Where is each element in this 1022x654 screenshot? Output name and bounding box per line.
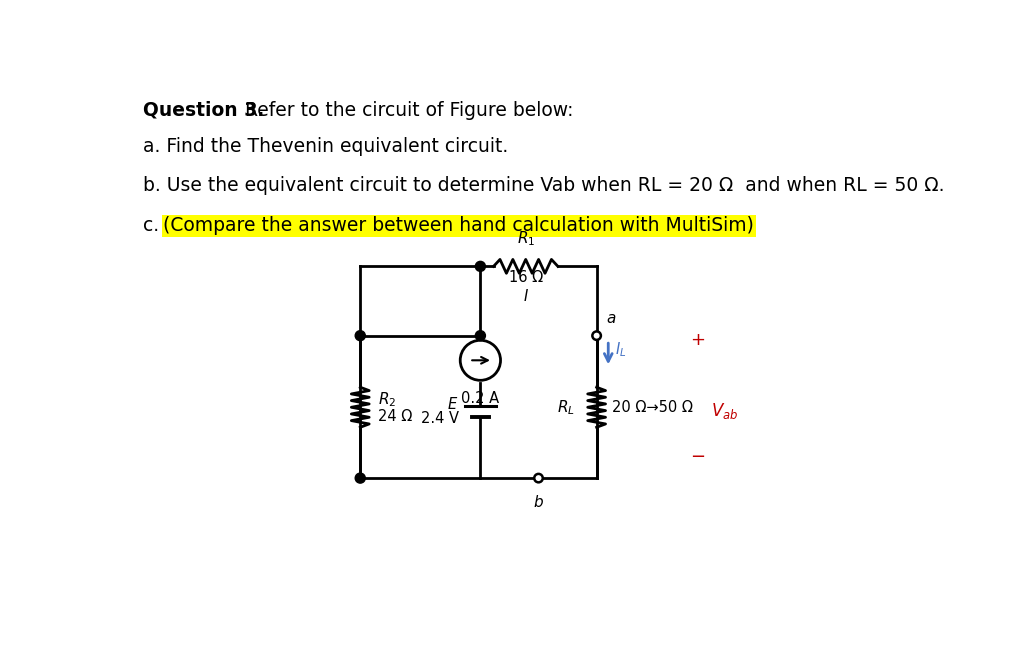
Text: $R_L$: $R_L$: [557, 398, 575, 417]
Text: $E$: $E$: [448, 396, 459, 412]
Circle shape: [593, 332, 601, 340]
Text: 24 Ω: 24 Ω: [378, 409, 412, 424]
Text: $R_1$: $R_1$: [516, 229, 535, 248]
Text: 20 Ω→50 Ω: 20 Ω→50 Ω: [612, 400, 693, 415]
Text: b. Use the equivalent circuit to determine Vab when RL = 20 Ω  and when RL = 50 : b. Use the equivalent circuit to determi…: [143, 175, 944, 194]
Text: Refer to the circuit of Figure below:: Refer to the circuit of Figure below:: [239, 101, 573, 120]
Text: 16 Ω: 16 Ω: [509, 270, 543, 285]
Text: c.: c.: [143, 216, 166, 235]
Circle shape: [356, 473, 365, 483]
Text: +: +: [690, 330, 705, 349]
Text: Question 3.: Question 3.: [143, 101, 265, 120]
Text: (Compare the answer between hand calculation with MultiSim): (Compare the answer between hand calcula…: [164, 216, 754, 235]
Circle shape: [475, 262, 485, 271]
Text: $b$: $b$: [533, 494, 544, 509]
Circle shape: [356, 331, 365, 341]
Text: $V_{ab}$: $V_{ab}$: [711, 401, 739, 421]
Circle shape: [535, 474, 543, 483]
Text: $I$: $I$: [522, 288, 528, 304]
Text: $I_L$: $I_L$: [615, 341, 626, 359]
Text: 0.2 A: 0.2 A: [461, 391, 500, 406]
Text: 2.4 V: 2.4 V: [421, 411, 459, 426]
Text: $-$: $-$: [690, 446, 705, 464]
Text: $a$: $a$: [606, 311, 616, 326]
Text: a. Find the Thevenin equivalent circuit.: a. Find the Thevenin equivalent circuit.: [143, 137, 509, 156]
Circle shape: [475, 331, 485, 341]
Text: $R_2$: $R_2$: [378, 390, 397, 409]
